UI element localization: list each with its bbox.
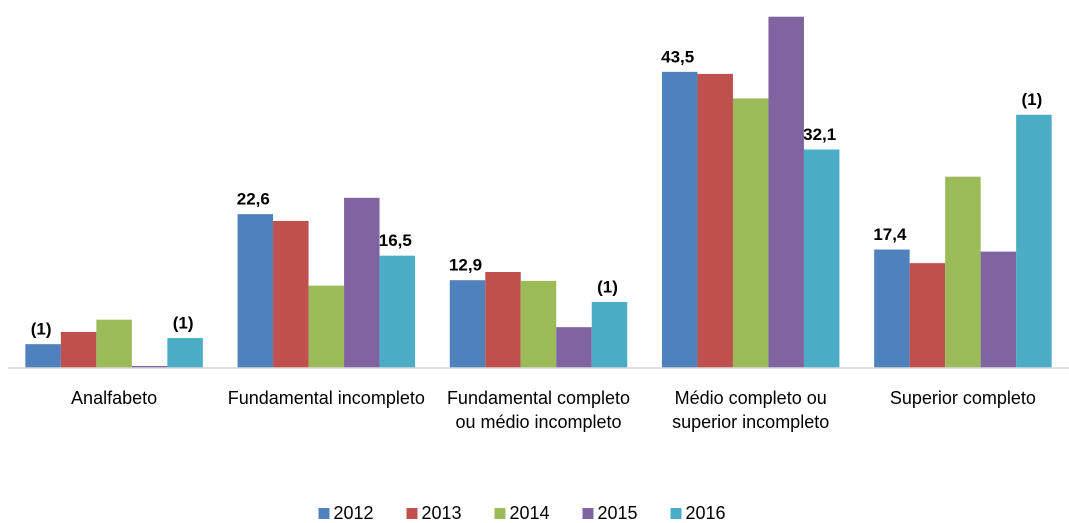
bar [25,344,61,368]
value-label: (1) [31,320,52,339]
legend-swatch [670,508,682,519]
x-tick-label: Superior completo [889,388,1036,408]
bar [1016,114,1052,368]
bar [379,255,416,368]
bar [520,280,557,368]
bar [485,272,521,368]
bar [273,220,309,368]
x-tick-label: Analfabeto [71,388,158,408]
legend-swatch [582,508,594,519]
value-label: 12,9 [449,256,482,275]
x-tick-label: Fundamental incompleto [227,388,425,408]
bar [449,280,486,368]
bar [697,73,733,369]
bar [96,319,132,368]
bar [874,249,910,368]
legend-swatch [318,508,330,519]
bar [167,338,203,368]
value-label: 17,4 [873,225,907,244]
value-label: 22,6 [237,190,270,209]
value-label: 16,5 [379,231,412,250]
x-tick-label: Fundamental completo ou médio incompleto [446,388,631,432]
bar [60,331,97,368]
value-label: (1) [1022,90,1043,109]
bar [661,71,698,368]
value-label: 43,5 [661,47,694,66]
legend-label: 2015 [598,503,638,523]
bar [803,149,840,368]
bar [556,327,592,368]
legend-label: 2012 [334,503,374,523]
bar [732,98,769,369]
x-tick-label: Médio completo ou superior incompleto [672,388,830,432]
bar [980,251,1017,368]
legend-label: 2014 [510,503,550,523]
bar [308,285,345,368]
legend-swatch [494,508,506,519]
value-label: 32,1 [803,125,836,144]
bar [591,301,628,368]
value-label: (1) [173,314,194,333]
bar [131,365,168,368]
value-label: (1) [597,277,618,296]
legend-label: 2013 [422,503,462,523]
legend-label: 2016 [686,503,726,523]
legend-swatch [406,508,418,519]
bar [237,214,274,368]
bar [909,263,946,368]
bar [344,197,380,368]
bar [945,176,981,368]
bar [768,16,804,368]
